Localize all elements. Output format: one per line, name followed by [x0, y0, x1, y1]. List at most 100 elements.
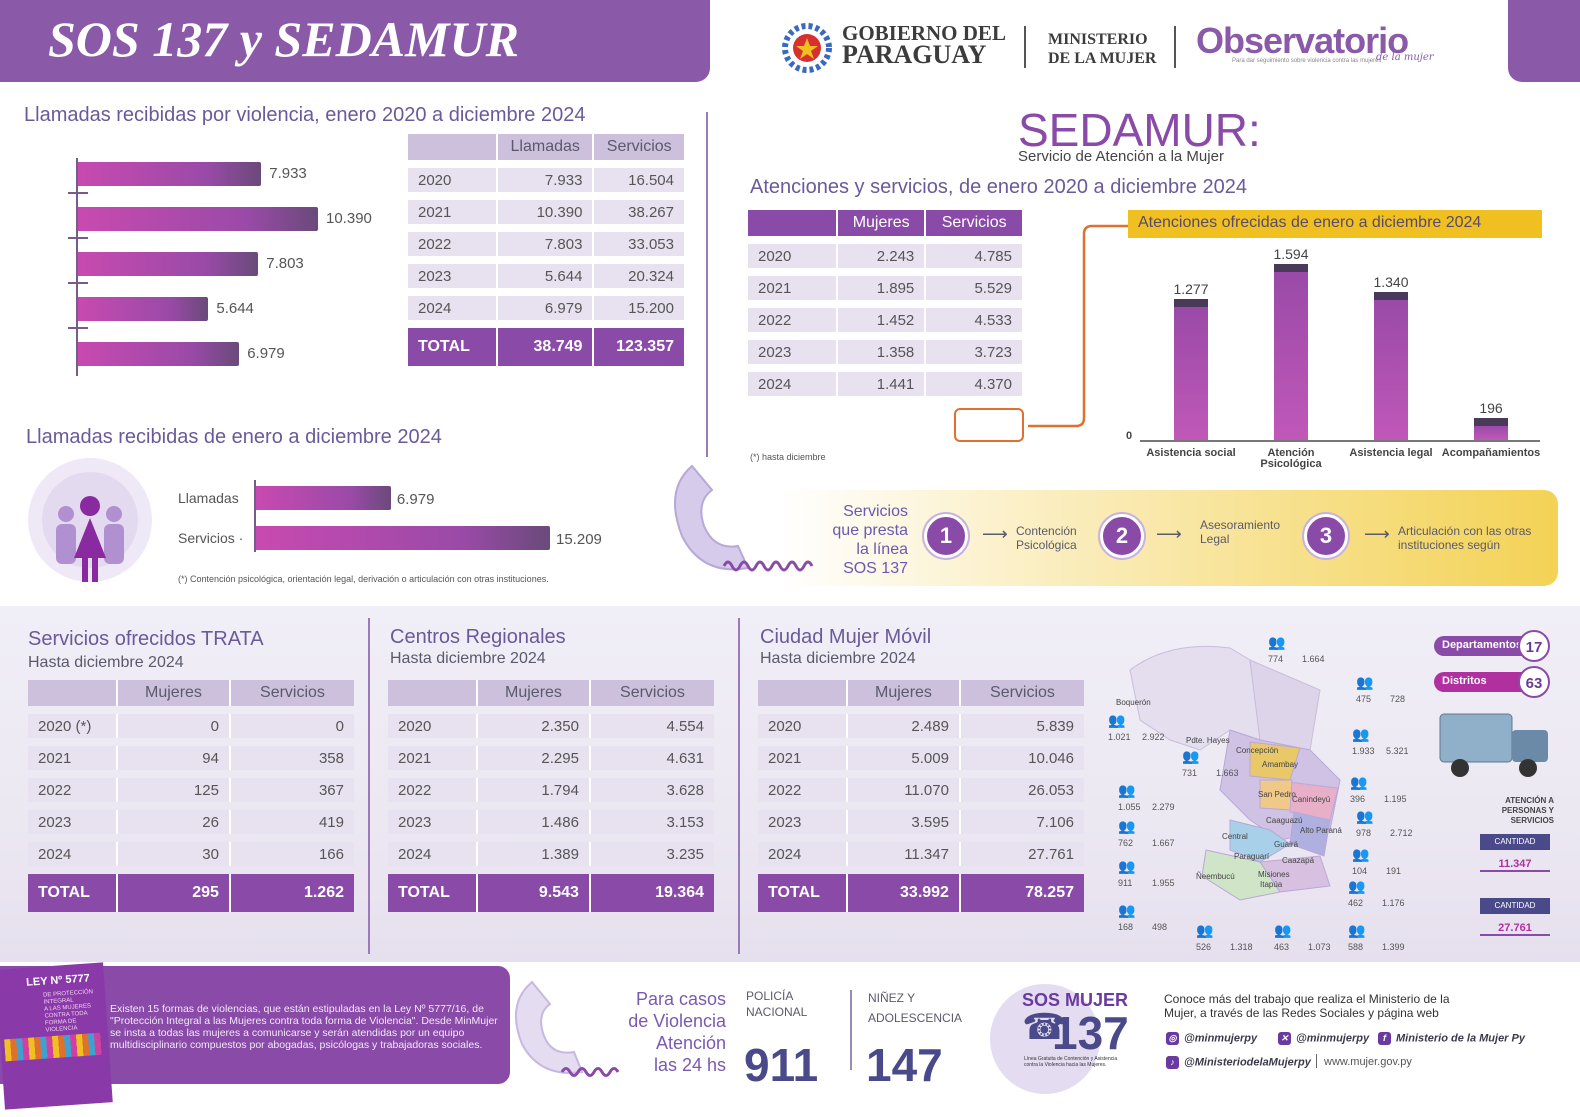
people-icon: 👥 [1350, 774, 1368, 790]
table-cell: 94 [116, 746, 229, 770]
sedamur-bar-label: 1.340 [1373, 274, 1409, 291]
table-total-row: TOTAL 33.992 78.257 [758, 874, 1084, 912]
people-icon: 👥 [1196, 922, 1214, 938]
map-services-value: 1.176 [1382, 898, 1405, 908]
calls-tick [68, 327, 88, 329]
law-text: Existen 15 formas de violencias, que est… [110, 1003, 498, 1051]
table-row: 2021 94 358 [28, 746, 354, 770]
map-services-value: 2.922 [1142, 732, 1165, 742]
table-total-row: TOTAL 38.749 123.357 [408, 328, 684, 366]
table-header [758, 680, 846, 706]
facebook-link[interactable]: f Ministerio de la Mujer Py [1378, 1032, 1525, 1045]
table-cell: 2021 [28, 746, 116, 770]
tiktok-icon: ♪ [1166, 1056, 1179, 1069]
table-cell: 30 [116, 842, 229, 866]
trata-sub: Hasta diciembre 2024 [28, 654, 184, 671]
x-link[interactable]: ✕ @minmujerpy [1278, 1032, 1369, 1045]
map-women-value: 463 [1274, 942, 1290, 952]
table-cell: 3.153 [588, 810, 714, 834]
table-row: 2022 1.452 4.533 [748, 308, 1022, 332]
table-total-cell: 9.543 [476, 874, 589, 912]
sedamur-category: Acompañamientos [1441, 447, 1541, 459]
sos-label: SOS MUJER [1022, 990, 1129, 1010]
map-services-value: 1.667 [1152, 838, 1175, 848]
map-services-value: 1.399 [1382, 942, 1405, 952]
map-women-value: 978 [1356, 828, 1372, 838]
calls2024-category: Llamadas [178, 490, 239, 506]
table-cell: 2023 [748, 340, 836, 364]
website-link[interactable]: www.mujer.gov.py [1324, 1056, 1412, 1068]
book-sub: DE PROTECCIÓN INTEGRAL A LAS MUJERES CON… [43, 989, 96, 1034]
table-cell: 2024 [408, 296, 496, 320]
sedamur-bar [1274, 264, 1308, 440]
map-region-label: Itapúa [1260, 880, 1283, 889]
conoce-text: Conoce más del trabajo que realiza el Mi… [1164, 992, 1450, 1020]
calls-title: Llamadas recibidas por violencia, enero … [24, 104, 586, 126]
table-cell: 2020 [388, 714, 476, 738]
tiktok-link[interactable]: ♪ @MinisteriodelaMujerpy [1166, 1056, 1311, 1069]
observatorio-sub: Para dar seguimiento sobre violencia con… [1232, 58, 1382, 64]
map-women-value: 396 [1350, 794, 1366, 804]
instagram-link[interactable]: ◎ @minmujerpy [1166, 1032, 1257, 1045]
calls-table: Llamadas Servicios 2020 7.933 16.504 2021 10… [408, 126, 684, 374]
table-header [28, 680, 116, 706]
map-services-value: 1.663 [1216, 768, 1239, 778]
table-cell: 20.324 [592, 264, 684, 288]
footer-divider [850, 990, 852, 1070]
people-icon: 👥 [1356, 674, 1374, 690]
table-row: 2023 26 419 [28, 810, 354, 834]
table-row: 2021 2.295 4.631 [388, 746, 714, 770]
cmm-title: Ciudad Mujer Móvil [760, 626, 932, 648]
services-label-line: Servicios [843, 503, 908, 520]
table-cell: 367 [228, 778, 354, 802]
people-icon: 👥 [1118, 902, 1136, 918]
map-women-value: 462 [1348, 898, 1364, 908]
sedamur-bar-label: 1.277 [1173, 281, 1209, 297]
map-women-value: 475 [1356, 694, 1372, 704]
calls2024-title: Llamadas recibidas de enero a diciembre … [26, 426, 442, 448]
casos-line: de Violencia [628, 1011, 726, 1031]
people-icon: 👥 [1348, 878, 1366, 894]
table-total-cell: 123.357 [592, 328, 684, 366]
table-cell: 2.489 [846, 714, 959, 738]
table-total-cell: TOTAL [388, 874, 476, 912]
gobierno-seal-icon [782, 23, 832, 73]
table-row: 2020 2.350 4.554 [388, 714, 714, 738]
trata-title: Servicios ofrecidos TRATA [28, 628, 264, 650]
table-cell: 33.053 [592, 232, 684, 256]
table-header: Llamadas [496, 134, 593, 160]
min-line2: DE LA MUJER [1048, 50, 1157, 67]
tiktok-handle: @MinisteriodelaMujerpy [1184, 1056, 1311, 1069]
people-icon: 👥 [1356, 808, 1374, 824]
table-cell: 10.046 [958, 746, 1084, 770]
calls-bar-label: 10.390 [326, 210, 372, 227]
centros-sub: Hasta diciembre 2024 [390, 650, 546, 667]
phone-icon [515, 980, 620, 1077]
table-row: 2020 7.933 16.504 [408, 168, 684, 192]
table-cell: 1.486 [476, 810, 589, 834]
table-cell: 2020 (*) [28, 714, 116, 738]
map-women-value: 526 [1196, 942, 1212, 952]
table-cell: 3.235 [588, 842, 714, 866]
sedamur-category: Asistencia legal [1349, 447, 1433, 459]
table-row: 2022 1.794 3.628 [388, 778, 714, 802]
sedamur-bar-label: 196 [1479, 400, 1503, 417]
table-header: Servicios [592, 134, 684, 160]
arrow-right-icon: ⟶ [982, 524, 1008, 544]
map-women-value: 762 [1118, 838, 1134, 848]
table-cell: 5.644 [496, 264, 593, 288]
connector-line [1028, 224, 1130, 428]
table-cell: 4.554 [588, 714, 714, 738]
service-number: 2 [1100, 514, 1144, 558]
table-row: 2021 1.895 5.529 [748, 276, 1022, 300]
calls-bar-label: 7.933 [269, 165, 307, 182]
table-cell: 3.595 [846, 810, 959, 834]
map-region-label: Concepción [1236, 746, 1279, 755]
table-cell: 125 [116, 778, 229, 802]
map-region-label: Guairá [1274, 840, 1299, 849]
table-cell: 5.009 [846, 746, 959, 770]
people-icon: 👥 [1118, 818, 1136, 834]
table-cell: 2022 [28, 778, 116, 802]
people-icon: 👥 [1352, 726, 1370, 742]
table-cell: 2023 [388, 810, 476, 834]
